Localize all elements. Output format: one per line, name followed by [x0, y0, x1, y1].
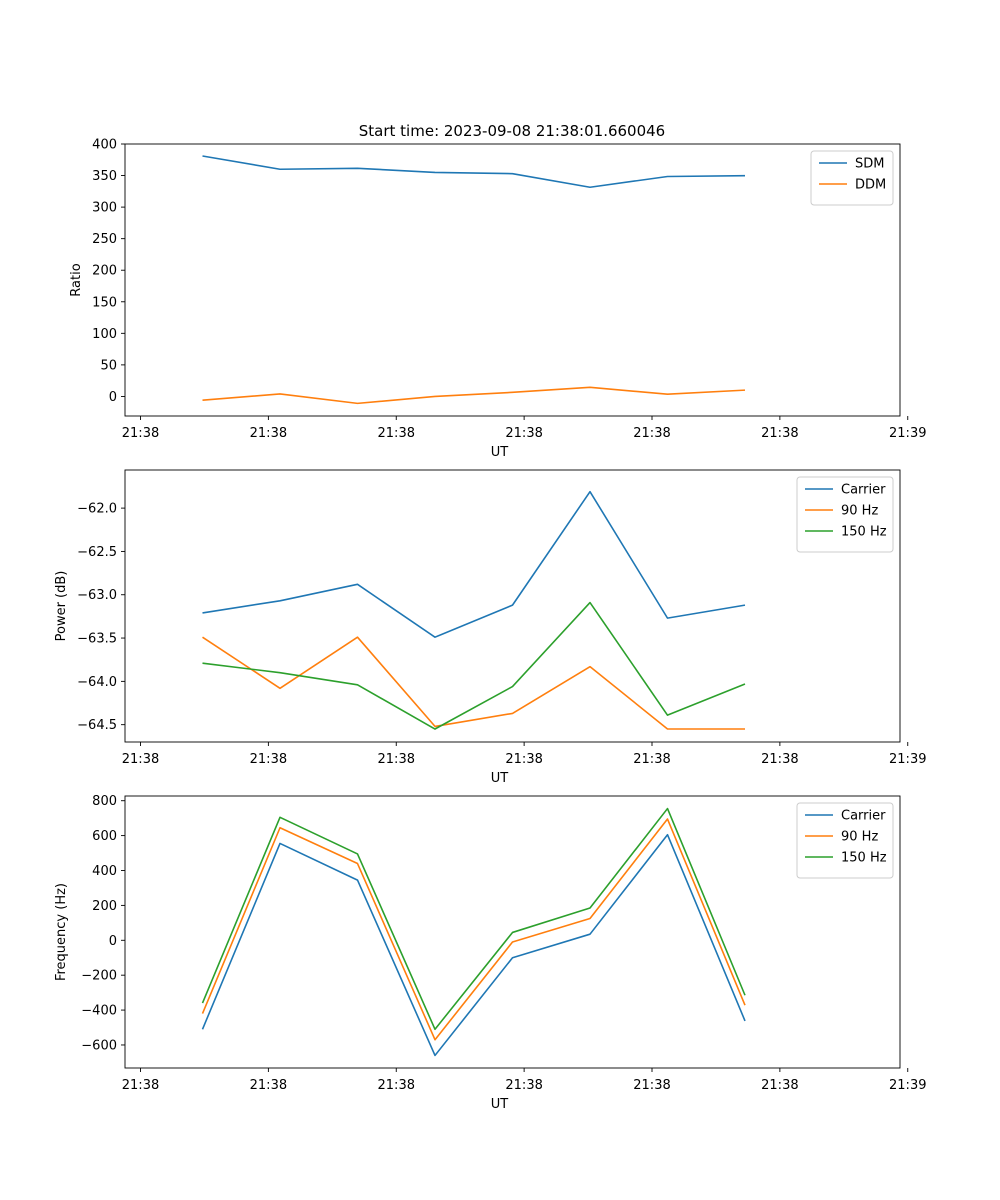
x-tick-label: 21:38	[250, 1078, 287, 1093]
legend-box	[810, 150, 894, 206]
y-tick-label: 0	[109, 390, 117, 405]
series-line-90-hz	[201, 818, 746, 1041]
x-tick-label: 21:38	[633, 1078, 670, 1093]
y-tick-label: 250	[92, 232, 117, 247]
y-tick-label: 50	[100, 358, 117, 373]
legend-box	[796, 802, 894, 879]
y-tick-label: −600	[81, 1038, 117, 1053]
y-tick-label: −62.5	[77, 545, 117, 560]
legend: SDM DDM	[810, 150, 894, 206]
plot-2: −64.5 −64.0 −63.5 −63.0 −62.5 −62.0 21:38 21:38…	[54, 469, 926, 786]
legend-label: 90 Hz	[841, 830, 878, 845]
y-tick-label: −64.5	[77, 718, 117, 733]
y-tick-label: −64.0	[77, 675, 117, 690]
x-axis-label: UT	[491, 1097, 509, 1112]
plot-3: −600 −400 −200 0 200 400 600 800 21:38 21:38 21:38…	[54, 794, 926, 1112]
legend-label: Carrier	[841, 483, 886, 498]
axes-frame	[124, 469, 901, 743]
legend: Carrier 90 Hz 150 Hz	[796, 802, 894, 879]
series-group	[202, 490, 746, 730]
series-group	[201, 807, 746, 1057]
x-tick-label: 21:38	[761, 752, 798, 767]
y-axis-label: Power (dB)	[54, 571, 69, 642]
x-tick-label: 21:38	[378, 426, 415, 441]
legend-label: 90 Hz	[841, 504, 878, 519]
series-line-sdm	[202, 155, 746, 189]
y-axis-label: Ratio	[69, 263, 84, 296]
legend-label: Carrier	[841, 809, 886, 824]
axes-frame	[124, 795, 901, 1069]
x-tick-label: 21:38	[761, 1078, 798, 1093]
series-line-ddm	[202, 386, 746, 405]
y-tick-label: −200	[81, 969, 117, 984]
y-tick-label: −63.5	[77, 632, 117, 647]
x-tick-label: 21:39	[889, 426, 926, 441]
legend-label: SDM	[855, 157, 884, 172]
legend-label: 150 Hz	[841, 851, 887, 866]
y-tick-label: 150	[92, 295, 117, 310]
y-tick-label: −63.0	[77, 588, 117, 603]
y-tick-label: −400	[81, 1004, 117, 1019]
y-tick-label: 350	[92, 169, 117, 184]
x-tick-label: 21:39	[889, 752, 926, 767]
y-tick-label: 300	[92, 201, 117, 216]
y-tick-label: 100	[92, 327, 117, 342]
x-tick-label: 21:38	[505, 752, 542, 767]
figure-title: Start time: 2023-09-08 21:38:01.660046	[359, 122, 665, 140]
axes-frame	[124, 143, 901, 417]
series-line-90-hz	[202, 636, 745, 730]
y-tick-label: 200	[92, 264, 117, 279]
x-tick-label: 21:38	[378, 752, 415, 767]
y-tick-label: 400	[92, 864, 117, 879]
x-tick-label: 21:39	[889, 1078, 926, 1093]
series-line-150-hz	[202, 601, 746, 730]
legend: Carrier 90 Hz 150 Hz	[796, 476, 894, 553]
x-tick-label: 21:38	[250, 752, 287, 767]
x-tick-label: 21:38	[633, 752, 670, 767]
legend-label: DDM	[855, 178, 886, 193]
series-group	[202, 155, 746, 405]
y-tick-label: 400	[92, 138, 117, 153]
x-tick-label: 21:38	[633, 426, 670, 441]
x-tick-label: 21:38	[505, 426, 542, 441]
series-line-carrier	[201, 833, 746, 1057]
y-axis-label: Frequency (Hz)	[54, 883, 69, 981]
x-tick-label: 21:38	[122, 1078, 159, 1093]
series-line-carrier	[202, 490, 746, 638]
x-tick-label: 21:38	[122, 426, 159, 441]
y-tick-label: −62.0	[77, 502, 117, 517]
plots: 0 50 100 150 200 250 300 350 400 21:38 21:38 21:38 2…	[54, 138, 926, 1113]
x-axis-label: UT	[491, 771, 509, 786]
y-tick-label: 200	[92, 899, 117, 914]
x-tick-label: 21:38	[505, 1078, 542, 1093]
legend-box	[796, 476, 894, 553]
x-tick-label: 21:38	[250, 426, 287, 441]
y-tick-label: 0	[109, 934, 117, 949]
plot-1: 0 50 100 150 200 250 300 350 400 21:38 21:38 21:38 2…	[69, 138, 926, 461]
x-tick-label: 21:38	[378, 1078, 415, 1093]
y-tick-label: 600	[92, 829, 117, 844]
series-line-150-hz	[201, 807, 746, 1031]
y-tick-label: 800	[92, 794, 117, 809]
x-axis-label: UT	[491, 445, 509, 460]
x-tick-label: 21:38	[122, 752, 159, 767]
legend-label: 150 Hz	[841, 525, 887, 540]
x-tick-label: 21:38	[761, 426, 798, 441]
